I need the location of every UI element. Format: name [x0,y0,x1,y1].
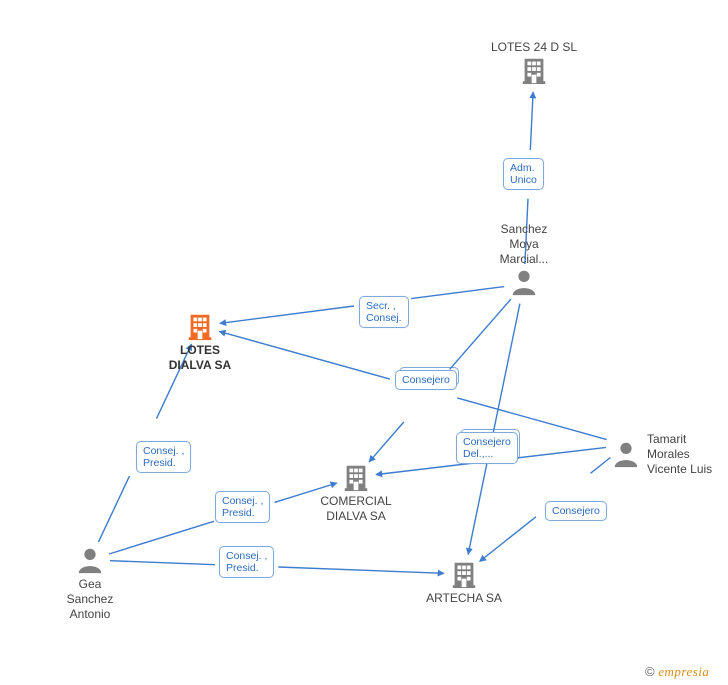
edge-label: Adm. Unico [503,158,544,190]
node-lotes24[interactable]: LOTES 24 D SL [474,38,594,85]
edge-line [591,458,611,474]
edge-label: Consejero [545,501,607,521]
edge-label: Consej. , Presid. [219,546,274,578]
node-artecha[interactable]: ARTECHA SA [404,559,524,606]
edge-label: Consej. , Presid. [215,491,270,523]
edge-line [450,299,511,369]
edge-line [530,92,533,150]
node-tamarit[interactable]: Tamarit Morales Vicente Luis [611,430,728,477]
node-label-tamarit: Tamarit Morales Vicente Luis [647,432,712,477]
edge-line [468,304,520,555]
node-label-gea: Gea Sanchez Antonio [30,577,150,622]
edge-label: Consej. , Presid. [136,441,191,473]
node-label-comercial: COMERCIAL DIALVA SA [296,494,416,524]
node-sanchez_moya[interactable]: Sanchez Moya Marcial... [464,220,584,297]
node-label-artecha: ARTECHA SA [404,591,524,606]
brand-name: empresia [658,664,709,679]
node-label-sanchez_moya: Sanchez Moya Marcial... [464,222,584,267]
edge-label: Secr. , Consej. [359,296,409,328]
copyright-symbol: © [645,664,655,679]
edge-line [480,517,536,562]
node-comercial[interactable]: COMERCIAL DIALVA SA [296,462,416,524]
edge-label: Consejero [395,370,457,390]
edge-line [99,476,130,542]
node-label-lotes_dialva: LOTES DIALVA SA [140,343,260,373]
node-label-lotes24: LOTES 24 D SL [474,40,594,55]
edge-label: Consejero Del.,... [456,432,518,464]
watermark: © empresia [645,664,709,680]
node-gea[interactable]: Gea Sanchez Antonio [30,545,150,622]
edge-line [369,422,404,462]
node-lotes_dialva[interactable]: LOTES DIALVA SA [140,311,260,373]
